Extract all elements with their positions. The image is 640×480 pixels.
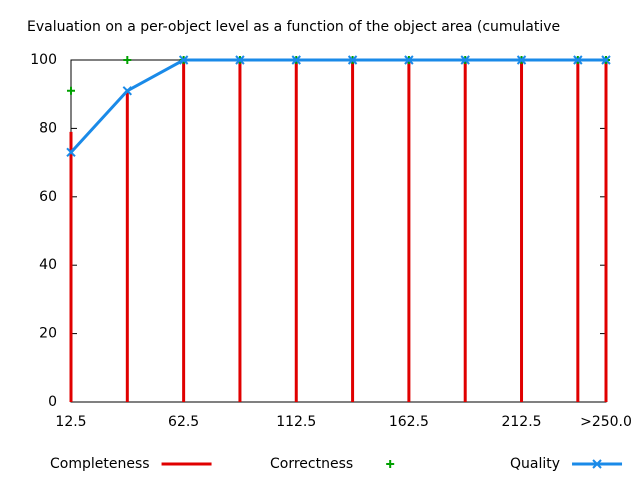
legend-label: Quality xyxy=(510,456,560,472)
point xyxy=(516,55,527,65)
x-tick-label: 112.5 xyxy=(276,414,316,430)
x-tick-label: 62.5 xyxy=(168,414,199,430)
y-tick-label: 60 xyxy=(39,189,57,205)
point xyxy=(404,55,414,65)
legend-key xyxy=(386,460,395,468)
y-tick-label: 100 xyxy=(30,52,57,68)
line xyxy=(69,58,606,154)
point xyxy=(122,86,133,96)
point xyxy=(67,86,75,95)
chart-title: Evaluation on a per-object level as a fu… xyxy=(27,19,560,35)
point xyxy=(235,55,245,65)
y-tick-label: 80 xyxy=(39,120,57,136)
x-tick-label: >250.0 xyxy=(580,414,632,430)
point xyxy=(123,56,132,64)
y-tick-label: 20 xyxy=(39,326,57,342)
legend-label: Completeness xyxy=(50,456,150,472)
legend-key xyxy=(592,459,602,469)
y-tick-label: 0 xyxy=(48,394,57,410)
point xyxy=(347,55,358,65)
x-tick-label: 162.5 xyxy=(389,414,429,430)
plot-border xyxy=(70,59,607,403)
point xyxy=(178,55,189,65)
legend-label: Correctness xyxy=(270,456,353,472)
point xyxy=(601,55,611,65)
point xyxy=(291,55,301,65)
y-tick-label: 40 xyxy=(39,257,57,273)
point xyxy=(66,147,76,158)
point xyxy=(573,55,583,65)
x-tick-label: 12.5 xyxy=(55,414,86,430)
x-tick-label: 212.5 xyxy=(501,414,541,430)
point xyxy=(460,55,470,65)
